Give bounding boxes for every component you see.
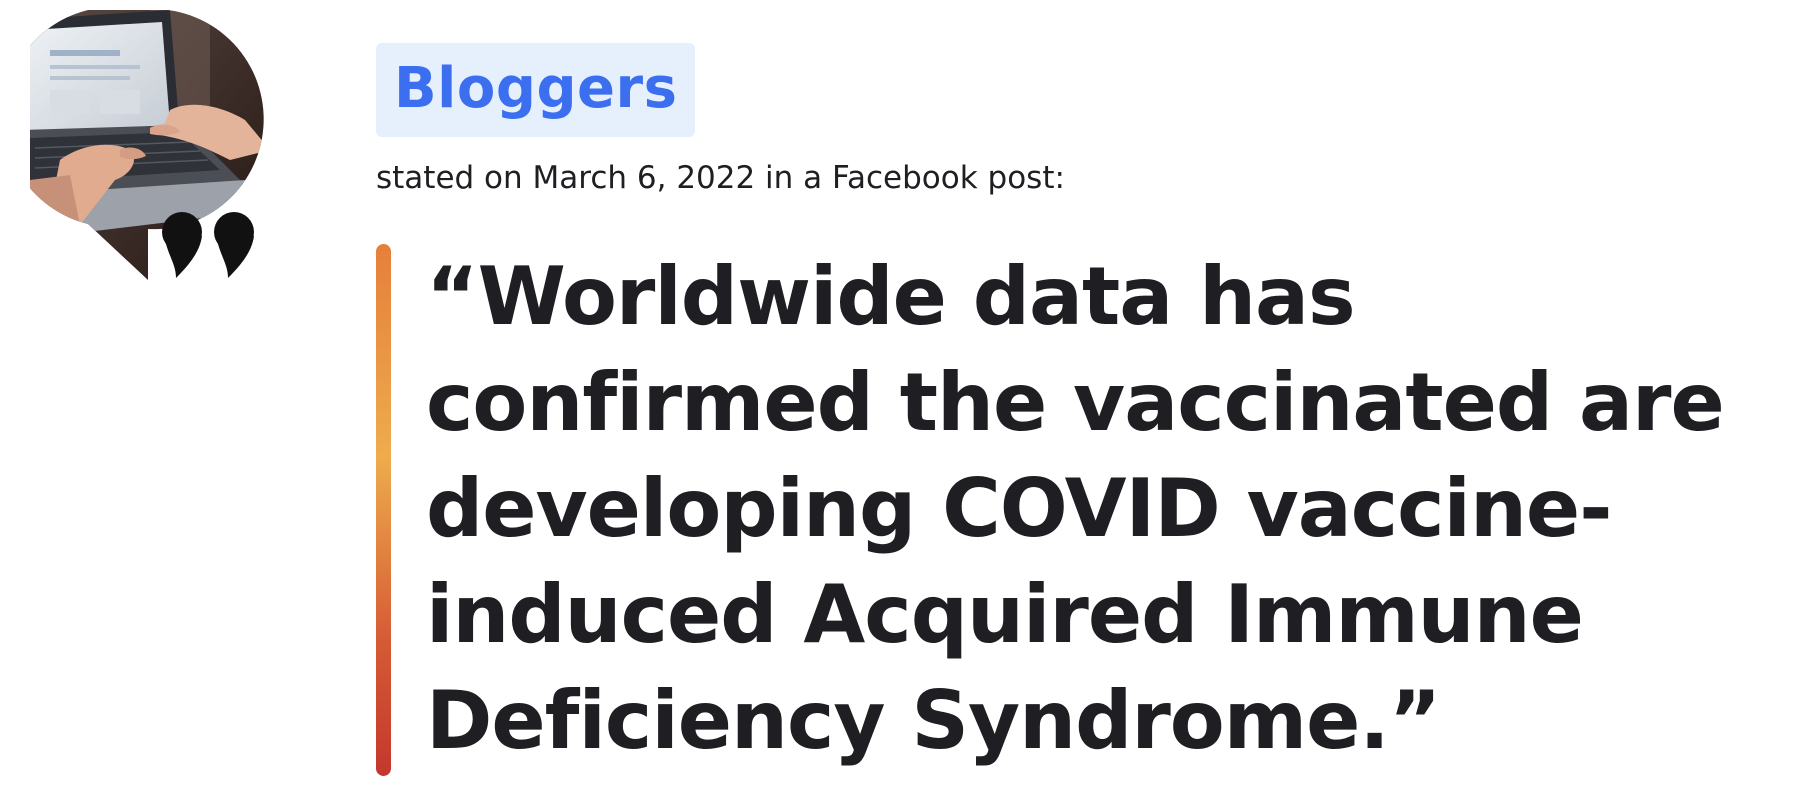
speaker-block: Bloggers stated on March 6, 2022 in a Fa… [376, 43, 1065, 197]
speaker-name-badge[interactable]: Bloggers [376, 43, 696, 137]
statement-attribution: stated on March 6, 2022 in a Facebook po… [376, 160, 1065, 196]
quotation-mark-icon [162, 212, 254, 278]
statement-quote: “Worldwide data has confirmed the vaccin… [426, 250, 1725, 767]
speaker-avatar [30, 10, 330, 310]
statement-quote-block: “Worldwide data has confirmed the vaccin… [376, 244, 1806, 776]
quote-accent-bar [376, 244, 391, 776]
